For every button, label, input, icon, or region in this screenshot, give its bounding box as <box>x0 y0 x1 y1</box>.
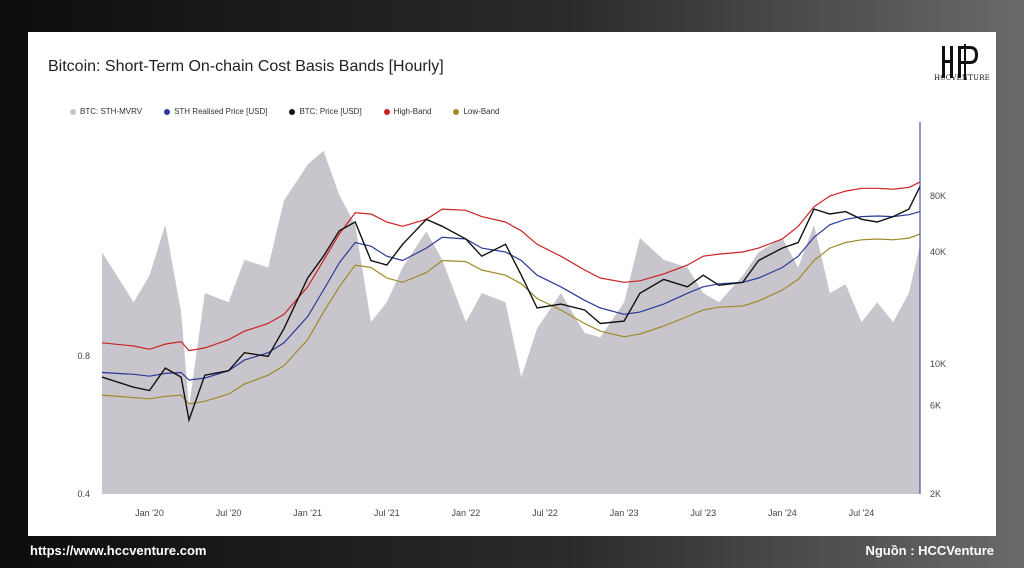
series-line-low-band <box>101 233 921 405</box>
x-tick-label: Jan '23 <box>610 508 639 518</box>
series-line-high-band <box>101 181 921 352</box>
y-right-tick-label: 2K <box>930 489 941 499</box>
legend-dot-price <box>289 108 296 115</box>
chart-plot[interactable]: Jan '20 Jul '20 Jan '21 Jul '21 Jan '22 Jul '… <box>28 32 996 536</box>
x-tick-label: Jan '20 <box>135 508 164 518</box>
legend-item-high[interactable]: High-Band <box>383 107 432 116</box>
legend-dot-low <box>453 108 460 115</box>
x-tick-label: Jul '22 <box>532 508 558 518</box>
legend-item-low[interactable]: Low-Band <box>453 107 500 116</box>
legend-dot-high <box>383 108 390 115</box>
legend-label-high: High-Band <box>393 107 432 116</box>
y-right-tick-label: 6K <box>930 400 941 410</box>
y-right-tick-label: 80K <box>930 191 946 201</box>
x-tick-label: Jan '24 <box>768 508 797 518</box>
y-left-tick-label: 0.8 <box>77 351 90 361</box>
x-tick-label: Jul '21 <box>374 508 400 518</box>
legend-dot-mvrv <box>70 108 76 115</box>
y-left-tick-label: 0.4 <box>77 489 90 499</box>
y-right-tick-label: 10K <box>930 359 946 369</box>
chart-legend: BTC: STH-MVRV STH Realised Price [USD] B… <box>70 107 500 116</box>
legend-label-mvrv: BTC: STH-MVRV <box>80 107 143 116</box>
legend-label-price: BTC: Price [USD] <box>299 107 362 116</box>
legend-item-mvrv[interactable]: BTC: STH-MVRV <box>70 107 142 116</box>
legend-dot-realised <box>164 108 171 115</box>
x-tick-label: Jan '21 <box>293 508 322 518</box>
chart-title: Bitcoin: Short-Term On-chain Cost Basis … <box>48 58 444 75</box>
hccventure-logo-icon <box>942 44 978 80</box>
legend-item-price[interactable]: BTC: Price [USD] <box>289 107 362 116</box>
legend-label-realised: STH Realised Price [USD] <box>174 107 268 116</box>
x-tick-label: Jul '23 <box>690 508 716 518</box>
x-tick-label: Jul '24 <box>849 508 875 518</box>
logo-text: HCCVENTURE <box>933 74 990 82</box>
series-line-btc-price <box>101 186 921 423</box>
x-tick-label: Jan '22 <box>452 508 481 518</box>
legend-label-low: Low-Band <box>463 107 500 116</box>
x-tick-label: Jul '20 <box>216 508 242 518</box>
y-right-tick-label: 40K <box>930 247 946 257</box>
legend-item-realised[interactable]: STH Realised Price [USD] <box>164 107 267 116</box>
footer-source: Nguồn : HCCVenture <box>865 543 994 558</box>
series-area-sth-mvrv <box>102 150 920 494</box>
chart-card: Bitcoin: Short-Term On-chain Cost Basis … <box>28 32 996 536</box>
series-line-sth-realised-price <box>101 211 921 381</box>
footer-website[interactable]: https://www.hccventure.com <box>30 543 207 558</box>
